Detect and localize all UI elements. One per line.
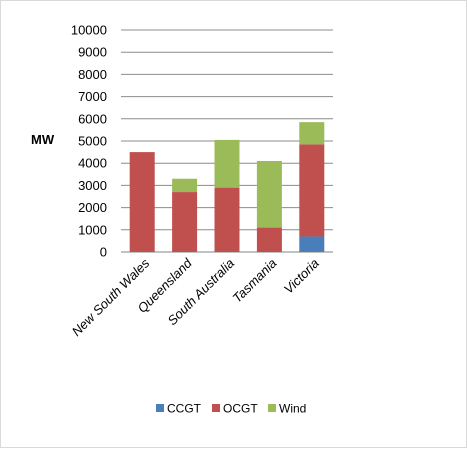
bar-ccgt-victoria: [299, 236, 325, 252]
bar-ocgt-south-australia: [214, 187, 240, 252]
bar-ocgt-queensland: [172, 192, 198, 252]
y-tick-label: 4000: [78, 156, 107, 171]
x-category-label: Victoria: [281, 256, 322, 297]
legend-swatch-ccgt: [156, 404, 164, 412]
legend: CCGT OCGT Wind: [156, 402, 306, 416]
y-tick-label: 2000: [78, 200, 107, 215]
bar-wind-queensland: [172, 178, 198, 193]
y-tick-label: 10000: [71, 23, 107, 38]
bar-wind-south-australia: [214, 139, 240, 188]
bar-wind-victoria: [299, 122, 325, 145]
legend-label-wind: Wind: [279, 402, 306, 416]
y-tick-label: 5000: [78, 134, 107, 149]
y-tick-label: 1000: [78, 222, 107, 237]
y-tick-label: 0: [100, 245, 107, 260]
legend-swatch-ocgt: [212, 404, 220, 412]
y-tick-labels: 0 1000 2000 3000 4000 5000 6000 7000 8000 9000 100…: [71, 23, 107, 260]
legend-label-ocgt: OCGT: [223, 402, 258, 416]
y-axis-label: MW: [31, 132, 55, 147]
bar-ocgt-new-south-wales: [129, 152, 155, 252]
legend-swatch-wind: [268, 404, 276, 412]
y-tick-label: 9000: [78, 45, 107, 60]
bar-wind-tasmania: [256, 160, 282, 228]
bars: [129, 122, 325, 252]
y-tick-label: 6000: [78, 111, 107, 126]
y-tick-label: 7000: [78, 89, 107, 104]
bar-ocgt-victoria: [299, 144, 325, 237]
y-tick-label: 8000: [78, 67, 107, 82]
x-category-label: Tasmania: [229, 256, 279, 306]
x-category-label: New South Wales: [69, 255, 153, 339]
bar-ocgt-tasmania: [256, 227, 282, 252]
legend-label-ccgt: CCGT: [167, 402, 202, 416]
y-tick-label: 3000: [78, 178, 107, 193]
